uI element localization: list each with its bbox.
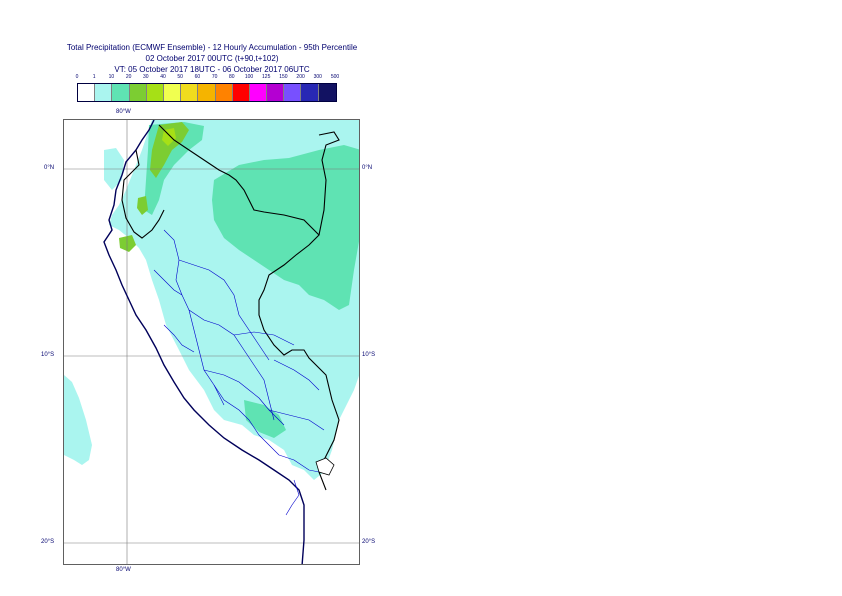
legend-swatch: [318, 84, 336, 101]
map-panel: [63, 119, 360, 565]
legend-label: 300: [313, 74, 322, 80]
legend-label: 10: [108, 74, 115, 80]
legend-swatch: [198, 84, 216, 101]
precipitation-map: [64, 120, 359, 564]
precip-area-very-heavy: [162, 128, 176, 146]
legend-swatch: [163, 84, 182, 101]
precip-area-west-coast: [64, 375, 92, 465]
legend-label: 0: [75, 74, 79, 80]
legend-swatch: [215, 84, 233, 101]
legend-swatch: [249, 84, 268, 101]
legend-swatch: [301, 84, 319, 101]
lon-label-bottom: 80°W: [116, 567, 131, 573]
legend-color-bar: [77, 83, 337, 102]
legend-label: 20: [125, 74, 132, 80]
legend-label: 80: [229, 74, 235, 80]
region-borders: [153, 229, 325, 516]
legend-label: 50: [177, 74, 183, 80]
legend-label: 200: [296, 74, 305, 80]
legend-swatch: [129, 84, 147, 101]
legend-swatch: [146, 84, 164, 101]
chart-title: Total Precipitation (ECMWF Ensemble) - 1…: [66, 43, 358, 52]
precip-area-moderate-east: [212, 145, 359, 310]
legend-label: 100: [244, 74, 254, 80]
legend-swatch: [284, 84, 302, 101]
legend-swatch: [112, 84, 130, 101]
precip-area-heavy-north: [150, 122, 189, 178]
legend-labels: 0 1 10 20 30 40 50 60 70 80 100 125 150 200 300 500: [0, 74, 842, 84]
coastline: [103, 120, 305, 564]
legend-label: 500: [330, 74, 340, 80]
legend-label: 150: [279, 74, 288, 80]
lat-label-right-10s: 10°S: [362, 352, 376, 358]
legend-swatch: [78, 84, 96, 101]
chart-subtitle-valid-time: VT: 05 October 2017 18UTC - 06 October 2…: [114, 65, 310, 74]
country-borders: [121, 124, 340, 491]
precip-area-heavy-coast-2: [137, 196, 148, 215]
lat-label-right-20s: 20°S: [362, 539, 376, 545]
lat-label-left-0: 0°N: [44, 165, 55, 171]
legend-label: 30: [143, 74, 149, 80]
legend-swatch: [95, 84, 113, 101]
lat-label-left-10s: 10°S: [41, 352, 55, 358]
legend-swatch: [181, 84, 199, 101]
lat-label-left-20s: 20°S: [41, 539, 55, 545]
legend-label: 125: [262, 74, 271, 80]
legend-label: 40: [160, 74, 166, 80]
lake-titicaca: [315, 457, 335, 476]
legend-swatch: [232, 84, 250, 101]
legend-swatch: [267, 84, 285, 101]
graticule: [64, 120, 359, 564]
lat-label-right-0: 0°N: [362, 165, 373, 171]
legend-label: 1: [92, 74, 96, 80]
precip-area-heavy-coast: [119, 235, 136, 252]
lon-label-top: 80°W: [116, 109, 131, 115]
chart-subtitle-base-time: 02 October 2017 00UTC (t+90,t+102): [145, 54, 279, 63]
legend-label: 70: [211, 74, 218, 80]
legend-label: 60: [194, 74, 201, 80]
precip-area-moderate-south: [244, 400, 286, 438]
